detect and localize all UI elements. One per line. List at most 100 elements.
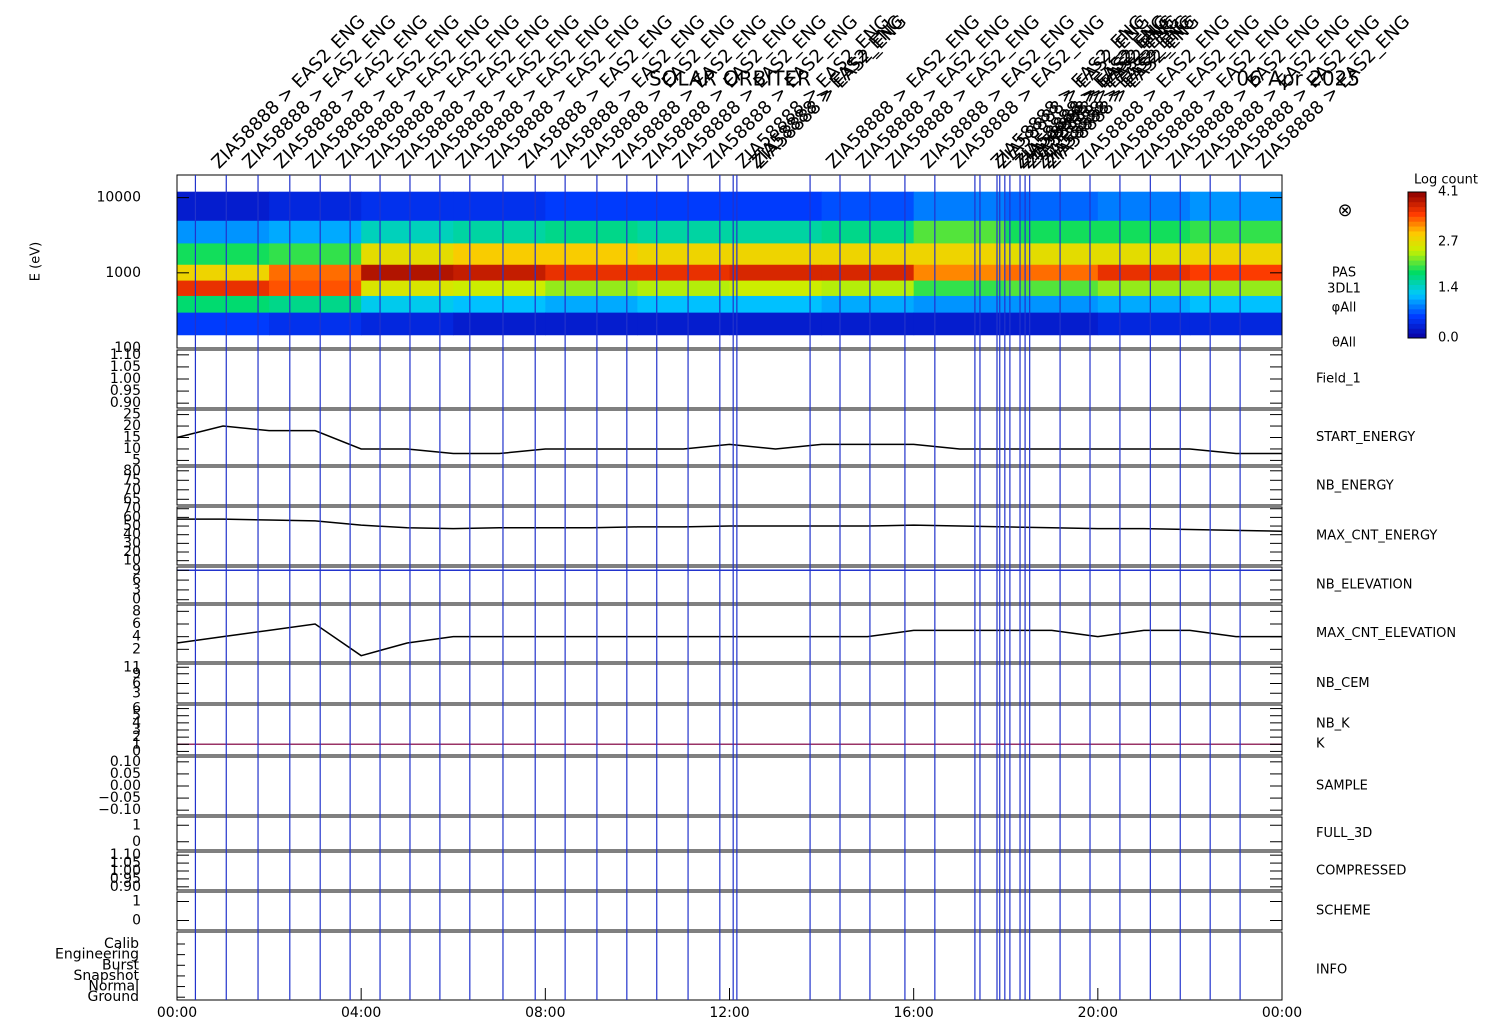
heatmap-cell [637,242,730,265]
colorbar-cell [1408,240,1426,247]
colorbar-cell [1408,245,1426,251]
colorbar-cell [1408,284,1426,290]
colorbar-cell [1408,235,1426,242]
panel-label: Field_1 [1316,372,1361,387]
heatmap-cell [1097,264,1191,281]
heatmap-cell [545,242,638,265]
heatmap-cell [913,295,1007,313]
heatmap-cell [453,220,546,244]
x-tick-label: 00:00 [157,1005,197,1020]
y-tick-label: 1.10 [110,847,141,863]
heatmap-cell [269,312,362,336]
y-tick-label: 0.10 [110,754,141,770]
heatmap-cell [545,312,638,336]
y-tick-label: 1.00 [110,371,141,387]
panel-frame [176,466,1283,506]
colorbar-cell [1408,294,1426,300]
y-tick-label: 65 [123,491,141,507]
y-tick-label: 6 [132,676,141,692]
x-tick-label: 00:00 [1262,1005,1302,1020]
colorbar-cell [1408,255,1426,261]
y-tick-label: 1 [132,894,141,910]
y-tick-label: 80 [123,463,141,479]
colorbar-cell [1408,318,1426,324]
heatmap-cell [177,242,270,265]
y-tick-label: 0.90 [110,879,141,895]
heatmap-cell [545,280,638,296]
heatmap-cell [269,191,362,221]
heatmap-cell [269,264,362,281]
heatmap-cell [1097,191,1191,221]
colorbar-tick-label: 4.1 [1438,185,1459,200]
colorbar-cell [1408,260,1426,266]
colorbar-cell [1408,211,1426,217]
panel-label: PAS [1332,266,1356,281]
heatmap-cell [729,280,823,296]
y-tick-label: 0 [132,592,141,608]
y-tick-label: 4 [132,715,141,731]
y-tick-label: 1 [132,817,141,833]
heatmap-cell [545,191,638,221]
y-tick-label: 30 [123,535,141,551]
y-tick-label: 5 [132,708,141,724]
date: 06 Apr 2025 [1236,67,1360,91]
y-tick-label: 0.00 [110,778,141,794]
heatmap-cell [637,220,730,244]
heatmap-cell [361,312,454,336]
heatmap-cell [1189,242,1283,265]
y-tick-label: 25 [123,407,141,423]
panel-frame [176,816,1283,851]
colorbar-cell [1408,196,1426,203]
panel-frame [176,566,1283,604]
y-tick-label: 9 [132,666,141,682]
colorbar-cell [1408,216,1426,222]
colorbar-cell [1408,308,1426,315]
category-label: Burst [102,957,140,973]
heatmap-cell [913,264,1007,281]
y-tick-label: 70 [123,501,141,517]
panel-frame [176,174,1283,349]
panel-label: MAX_CNT_ENERGY [1316,529,1437,544]
panel-frame [176,756,1283,816]
heatmap-cell [361,242,454,265]
y-tick-label: 1 [132,736,141,752]
panel-frame [176,604,1283,663]
y-tick-label: 20 [123,418,141,434]
y-tick-label: 8 [132,603,141,619]
y-tick-label: −0.05 [98,790,141,806]
heatmap-cell [269,220,362,244]
y-tick-label: 0.90 [110,395,141,411]
heatmap-cell [913,220,1007,244]
heatmap-cell [637,264,730,281]
y-tick-label: 1.05 [110,359,141,375]
panel-frame [176,851,1283,891]
colorbar-cell [1408,192,1426,198]
x-tick-label: 04:00 [341,1005,381,1020]
y-tick-label: 50 [123,518,141,534]
heatmap-cell [913,280,1007,296]
colorbar-frame [1407,191,1427,339]
heatmap-cell [729,312,823,336]
heatmap-cell [1189,312,1283,336]
y-tick-label: 100 [114,340,141,356]
y-tick-label: 0.05 [110,766,141,782]
heatmap-cell [637,295,730,313]
panel-frame [176,349,1283,409]
heatmap-cell [1005,280,1099,296]
heatmap-cell [269,295,362,313]
panel-label: COMPRESSED [1316,864,1406,879]
heatmap-cell [177,264,270,281]
colorbar-cell [1408,206,1426,212]
panel-frame [176,704,1283,756]
heatmap-cell [1189,295,1283,313]
colorbar-cell [1408,201,1426,208]
colorbar-cell [1408,323,1426,329]
panel-label: NB_CEM [1316,676,1370,691]
heatmap-cell [821,312,915,336]
series-line [177,518,1283,532]
panel-frame [176,506,1283,566]
panel-label: START_ENERGY [1316,430,1415,445]
y-tick-label: −0.10 [98,802,141,818]
category-label: Ground [88,989,140,1005]
heatmap-cell [545,220,638,244]
